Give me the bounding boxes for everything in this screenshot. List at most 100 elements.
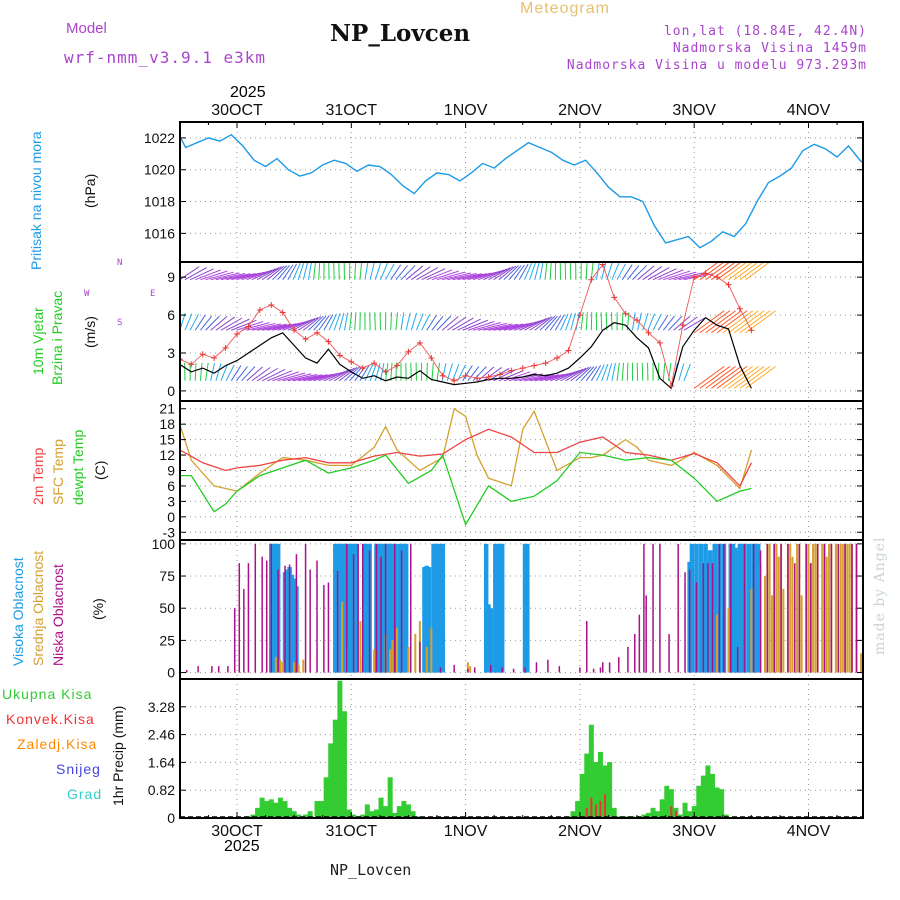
low-cloud-bar [375,543,378,673]
mid-cloud-bar [414,633,417,673]
y-tick-label: 0 [167,810,175,826]
gust-marker [519,365,526,372]
wind-arrow [272,371,299,382]
total-rain-bar [696,785,702,818]
wind-dir-east: E [150,289,156,299]
wind-arrow [457,273,487,281]
low-cloud-bar [247,563,250,673]
wind-arrow [400,312,405,331]
conv-rain-bar [604,794,607,818]
wind-arrow [477,269,504,281]
total-rain-bar [584,753,590,818]
mid-cloud-bar [425,646,428,673]
total-rain-bar [383,806,389,818]
low-cloud-bar [688,569,691,673]
y-tick-label: 0.82 [148,782,175,798]
wind-arrow [611,363,616,381]
mid-cloud-bar [828,543,831,673]
wind-arrow [354,365,366,382]
wind-arrow [313,262,316,280]
low-cloud-bar [217,666,220,673]
wind-arrow [262,323,292,331]
temp-label: 2m Temp [30,447,46,505]
mid-cloud-bar [841,543,844,673]
wind-arrow [722,365,754,389]
wind-arrow [668,271,697,281]
day-label-top: 1NOV [444,102,488,119]
mid-cloud-bar [846,543,849,673]
wind-arrow [493,323,524,331]
wind-arrow [631,312,636,331]
gust-marker [439,372,446,379]
model-altitude-info: Nadmorska Visina u modelu 973.293m [566,58,867,73]
mid-cloud-bar [777,556,780,673]
wind-arrow [693,262,720,281]
low-cloud-bar [345,543,348,673]
wind-arrow [210,272,240,281]
low-cloud-bar [759,550,762,673]
y-tick-label: 75 [159,568,175,584]
low-cloud-bar [384,543,387,673]
wind-arrow [251,268,276,281]
high-cloud-bar [426,567,432,673]
wind-arrow [282,320,309,331]
wind-arrow [642,266,663,281]
wind-arrow [488,267,511,281]
low-cloud-bar [185,669,188,673]
wind-arrow [621,264,633,280]
gust-marker [656,339,663,346]
wind-label-2: Brzina i Pravac [49,290,65,385]
mid-cloud-bar [860,653,863,673]
mid-cloud-bar [727,608,730,673]
wind-arrow [256,367,279,382]
wind-arrow [287,319,313,331]
wind-arrow [658,269,684,281]
wind-arrow [565,313,573,331]
low-cloud-bar [453,664,455,673]
wind-arrow [354,312,357,331]
high-cloud-bar [387,543,393,673]
low-cloud-bar [638,614,641,673]
total-rain-bar [575,801,581,818]
low-cloud-bar [393,543,396,673]
low-cloud-bar [608,662,611,673]
wind-arrow [652,268,677,281]
total-rain-bar [659,799,665,818]
low-cloud-bar [238,563,241,673]
low-cloud-bar [211,666,213,673]
wind-arrow [323,314,334,331]
wind-arrow [498,323,528,331]
high-cloud-bar [739,543,745,673]
high-cloud-bar [495,543,500,673]
high-cloud-bar [488,608,493,673]
low-cloud-bar [837,543,839,673]
conv-rain-bar [674,811,677,818]
wind-arrow [298,374,328,382]
wind-arrow [641,362,644,381]
low-cloud-bar [695,582,698,673]
wind-arrow [442,272,472,281]
gust-marker [702,270,709,277]
mid-cloud-bar [807,543,810,673]
wind-arrow [343,312,349,331]
day-label-bottom: 30OCT [211,823,263,840]
mid-cloud-bar [407,646,410,673]
pressure-label: Pritisak na nivou mora [28,131,44,270]
gust-markers [180,262,755,389]
total-rain-bar [369,811,375,818]
wind-arrow [590,365,602,382]
gust-marker [725,281,732,288]
wind-arrow [652,314,662,331]
wind-arrow [431,362,434,381]
conv-rain-bar [599,801,602,818]
wind-arrow [601,262,607,280]
wind-arrow [210,316,228,331]
wind-arrow [302,316,321,331]
high-cloud-bar [483,543,489,673]
wind-arrow [246,269,273,281]
total-rain-bar [405,804,411,818]
y-tick-label: 0 [167,383,175,399]
mid-cloud-bar [791,556,794,673]
low-cloud-bar [830,543,833,673]
mid-cloud-bar [716,614,719,673]
